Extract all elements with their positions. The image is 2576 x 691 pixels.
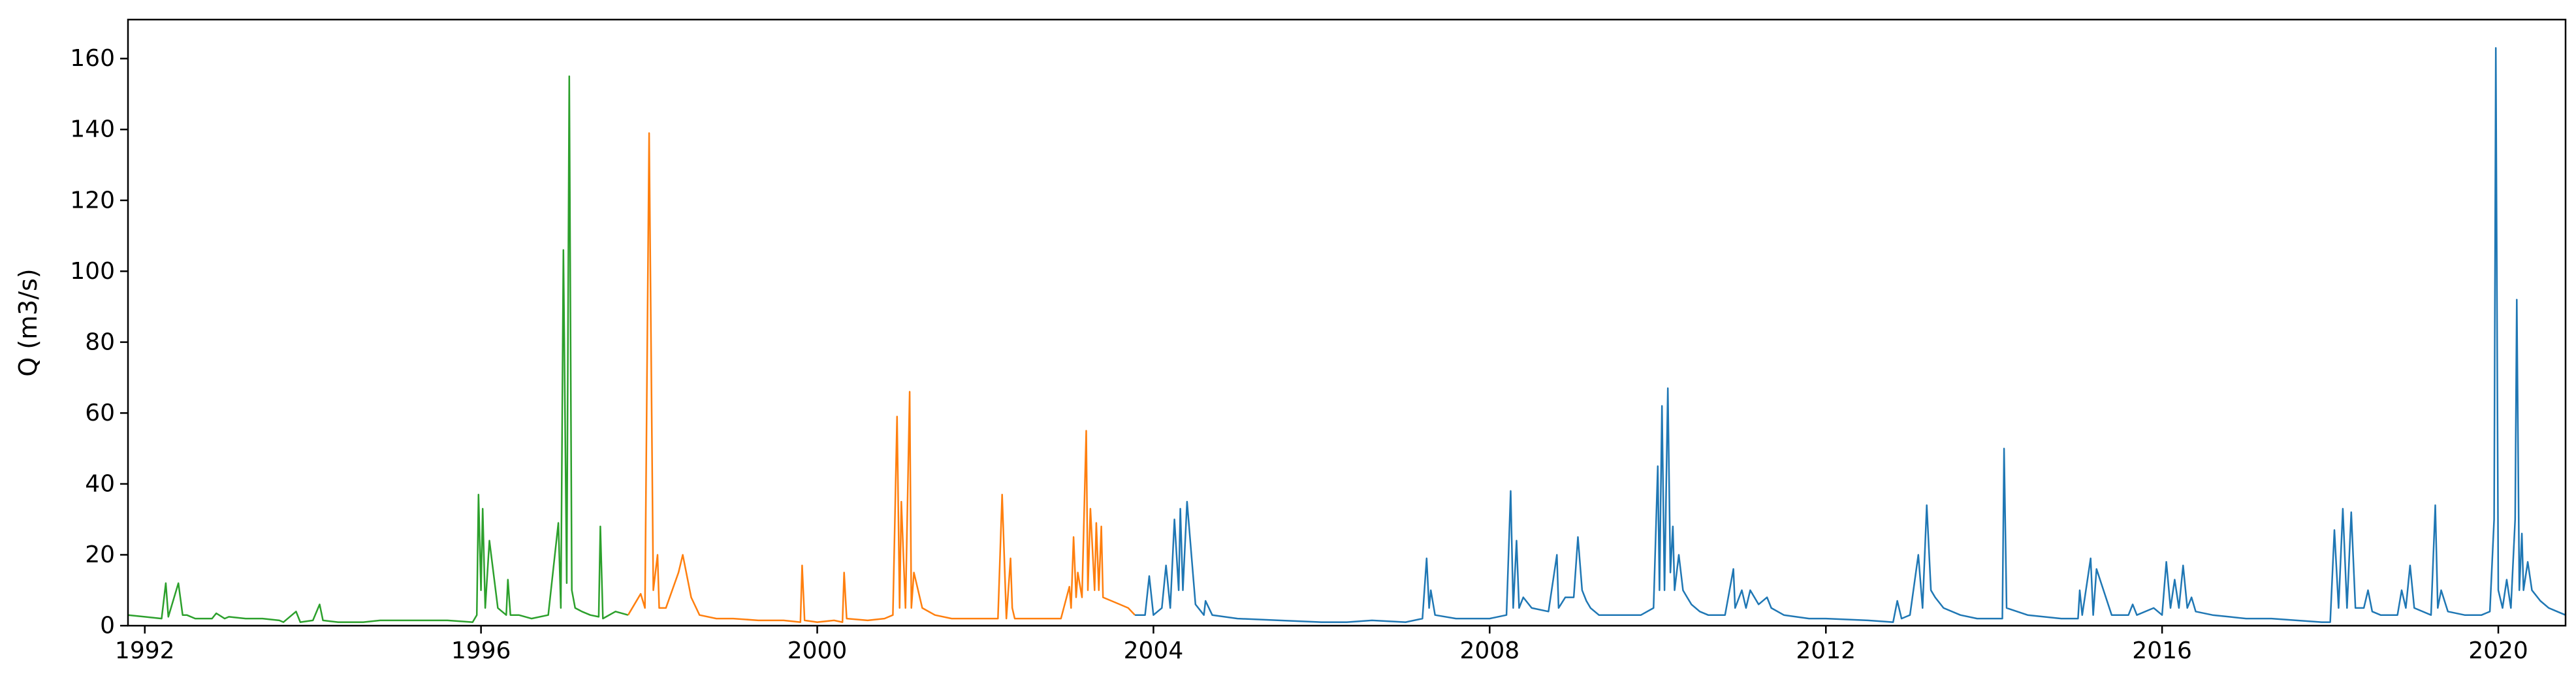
y-tick-label: 100 [70,258,115,285]
y-tick-label: 20 [85,541,115,568]
x-tick-label: 2020 [2468,637,2528,664]
series-line-1 [627,132,1136,623]
x-axis: 1992 1996 2000 2004 2008 2012 2016 2020 [115,626,2528,664]
x-tick-label: 2000 [787,637,848,664]
series-layer [127,47,2566,623]
x-tick-label: 1992 [115,637,175,664]
y-tick-label: 160 [70,45,115,72]
x-tick-label: 2008 [1460,637,1520,664]
x-tick-label: 2016 [2132,637,2192,664]
y-tick-label: 0 [100,613,115,639]
y-tick-label: 120 [70,187,115,214]
x-tick-label: 2012 [1796,637,1856,664]
plot-frame [127,18,2567,627]
series-line-0 [127,75,629,623]
series-line-2 [1135,47,2566,623]
x-tick-label: 2004 [1124,637,1184,664]
y-tick-label: 40 [85,470,115,497]
y-tick-label: 80 [85,329,115,355]
y-axis: 0 20 40 60 80 100 120 140 160 [70,45,128,639]
x-tick-label: 1996 [451,637,511,664]
y-tick-label: 60 [85,400,115,426]
y-tick-label: 140 [70,116,115,143]
y-axis-label: Q (m3/s) [14,268,42,376]
